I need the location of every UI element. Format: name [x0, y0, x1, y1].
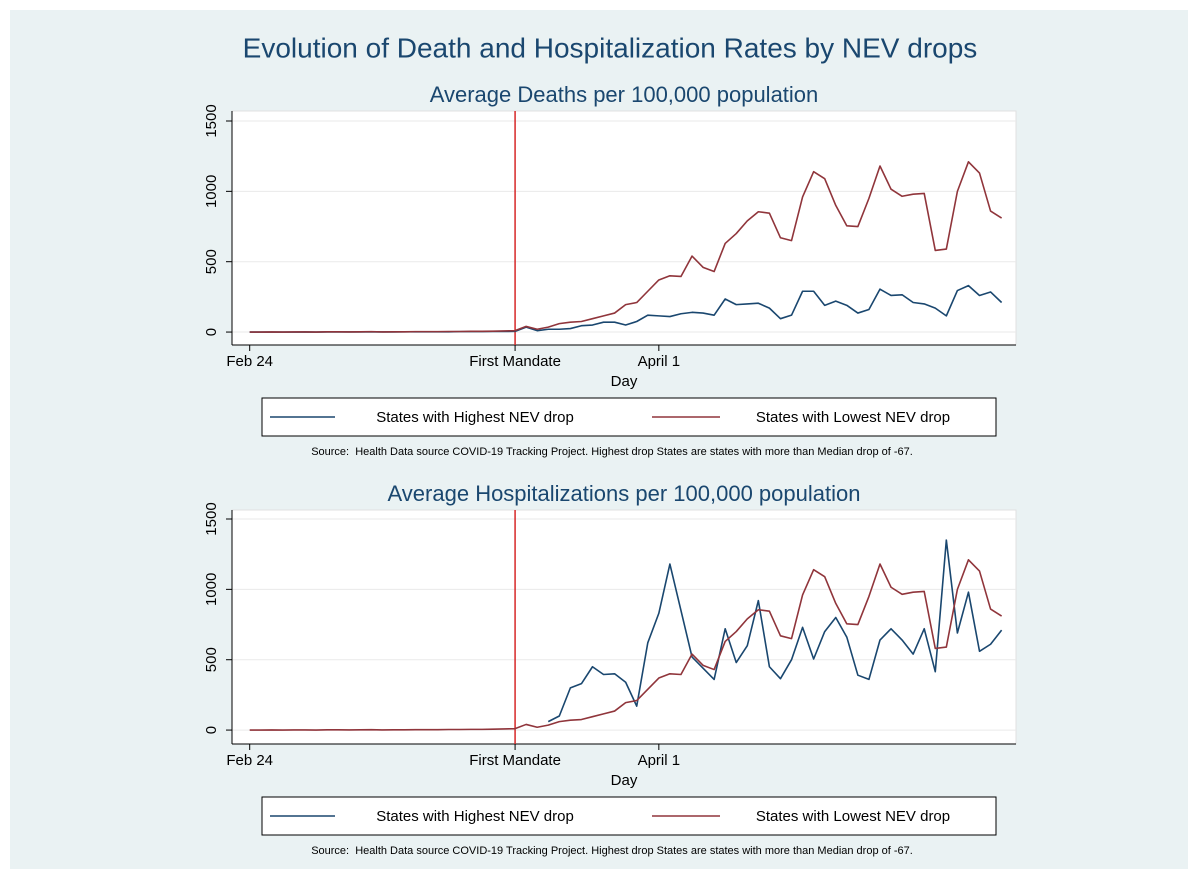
series-line — [547, 539, 1003, 723]
y-tick-label: 1500 — [203, 104, 220, 137]
x-axis-title: Day — [611, 373, 638, 390]
chart-title: Average Hospitalizations per 100,000 pop… — [388, 481, 861, 506]
x-tick-label: First Mandate — [469, 752, 561, 769]
series-line — [249, 161, 1003, 333]
source-note: Source: Health Data source COVID-19 Trac… — [311, 446, 913, 458]
x-tick-label: Feb 24 — [226, 353, 273, 370]
legend-label: States with Highest NEV drop — [376, 409, 574, 426]
x-tick-label: April 1 — [638, 752, 681, 769]
y-tick-label: 1500 — [203, 502, 220, 535]
legend-label: States with Lowest NEV drop — [756, 409, 950, 426]
legend-label: States with Highest NEV drop — [376, 808, 574, 825]
source-note: Source: Health Data source COVID-19 Trac… — [311, 845, 913, 857]
x-tick-label: First Mandate — [469, 353, 561, 370]
legend-box — [261, 796, 997, 836]
y-tick-label: 500 — [203, 647, 220, 672]
y-tick-label: 0 — [203, 726, 220, 734]
plot-area — [231, 110, 1017, 346]
x-tick-label: Feb 24 — [226, 752, 273, 769]
chart-title: Average Deaths per 100,000 population — [430, 82, 819, 107]
y-tick-label: 1000 — [203, 573, 220, 606]
x-axis-title: Day — [611, 772, 638, 789]
legend-box — [261, 397, 997, 437]
legend-label: States with Lowest NEV drop — [756, 808, 950, 825]
series-line — [249, 559, 1003, 731]
figure-title: Evolution of Death and Hospitalization R… — [243, 32, 978, 63]
x-tick-label: April 1 — [638, 353, 681, 370]
y-tick-label: 500 — [203, 249, 220, 274]
plot-area — [231, 509, 1017, 745]
y-tick-label: 1000 — [203, 175, 220, 208]
y-tick-label: 0 — [203, 328, 220, 336]
